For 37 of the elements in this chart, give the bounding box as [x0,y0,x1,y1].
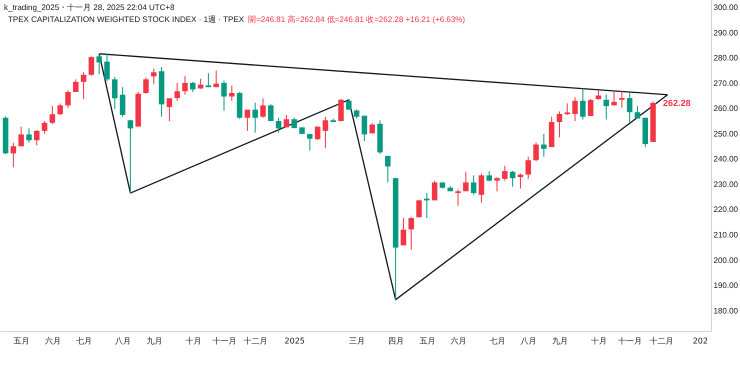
y-tick-label: 220.00 [714,205,739,214]
y-tick-label: 240.00 [714,154,739,164]
y-tick-label: 280.00 [714,54,739,63]
x-tick-label: 七月 [76,336,92,346]
y-tick-label: 210.00 [714,230,739,240]
y-tick-label: 190.00 [714,281,739,290]
x-tick-label: 十二月 [649,336,674,346]
y-tick-label: 180.00 [714,306,739,316]
annotation: k_trading_2025・十一月 28, 2025 22:04 UTC+8 [4,2,175,13]
x-tick-label: 八月 [520,336,537,346]
x-tick-label: 十一月 [212,336,236,346]
x-tick-label: 七月 [490,336,506,346]
x-tick-label: 202 [692,336,708,346]
x-tick-label: 十月 [590,336,607,346]
y-tick-label: 250.00 [714,129,739,138]
x-tick-label: 五月 [14,336,30,346]
x-tick-label: 八月 [115,336,132,346]
y-tick-label: 230.00 [714,180,739,189]
x-tick-label: 九月 [146,336,162,346]
x-tick-label: 十月 [185,336,202,346]
annotation: 262.28 [663,98,691,108]
x-tick-label: 九月 [552,336,568,346]
text: 開=246.81 高=262.84 低=246.81 收=262.28 +16.21 (+6.63%) [248,15,466,24]
x-tick-label: 三月 [349,336,366,346]
x-tick-label: 2025 [284,336,305,346]
x-tick-label: 四月 [388,336,404,346]
y-tick-label: 270.00 [714,78,739,88]
x-tick-label: 十一月 [618,336,642,346]
y-tick-label: 290.00 [714,28,739,38]
x-tick-label: 五月 [419,336,436,346]
x-tick-label: 六月 [450,336,467,346]
y-tick-label: 300.00 [714,3,739,12]
y-tick-label: 200.00 [714,256,739,265]
x-tick-label: 六月 [44,336,61,346]
text: TPEX CAPITALIZATION WEIGHTED STOCK INDEX · 1週 · TPEX [8,15,244,24]
y-tick-label: 260.00 [714,104,739,114]
x-tick-label: 十二月 [244,336,268,346]
